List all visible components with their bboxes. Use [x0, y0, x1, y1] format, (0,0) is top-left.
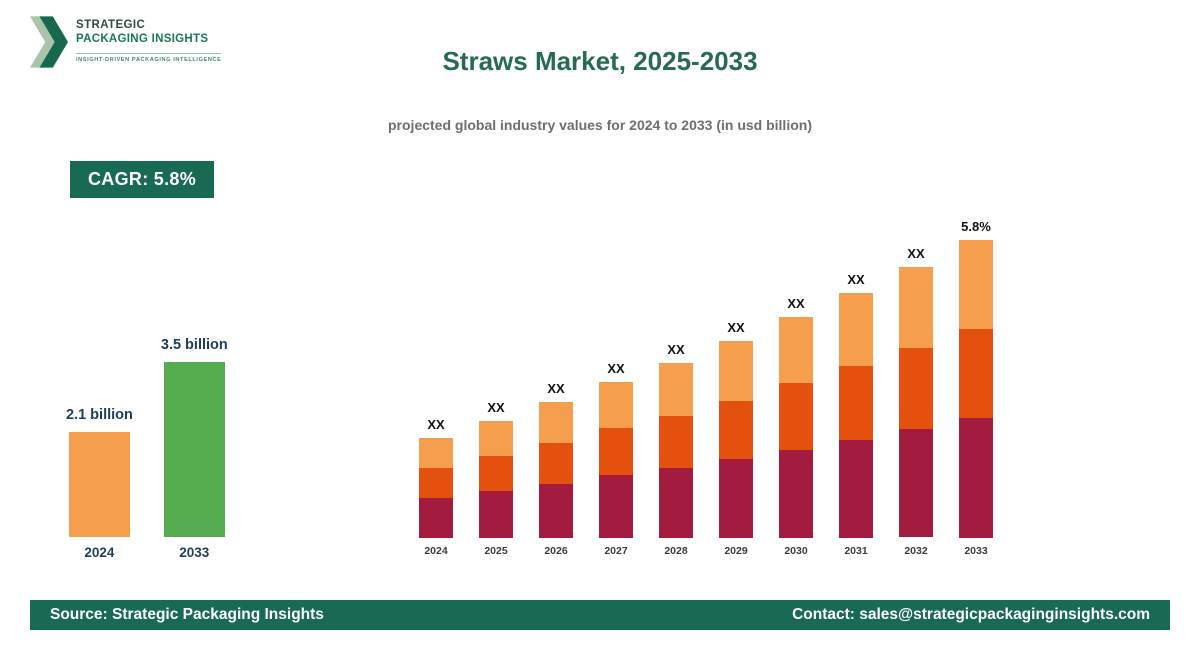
stacked-bar-2032: XX 2032 [899, 246, 933, 557]
segment-top [479, 421, 513, 456]
stacked-bar-rect [539, 402, 573, 538]
segment-middle [539, 443, 573, 484]
stacked-bar-rect [479, 421, 513, 538]
summary-bar-rect [163, 362, 225, 537]
brand-text: STRATEGIC PACKAGING INSIGHTS INSIGHT-DRI… [76, 14, 222, 63]
segment-middle [599, 428, 633, 475]
page-subtitle: projected global industry values for 202… [388, 117, 812, 133]
bar-value-label: XX [547, 381, 565, 396]
segment-bottom [479, 491, 513, 538]
stacked-bar-2029: XX 2029 [719, 320, 753, 557]
bar-value-label: XX [487, 400, 505, 415]
summary-year-label: 2033 [179, 545, 210, 560]
bar-year-label: 2029 [724, 545, 748, 557]
summary-bar-2033: 3.5 billion 2033 [161, 337, 228, 560]
bar-value-label: 5.8% [961, 219, 991, 234]
bar-year-label: 2032 [904, 545, 928, 557]
stacked-bar-rect [719, 341, 753, 538]
segment-bottom [719, 459, 753, 538]
segment-bottom [419, 498, 453, 538]
bar-value-label: XX [607, 361, 625, 376]
bar-value-label: XX [907, 246, 925, 261]
stacked-bar-2031: XX 2031 [839, 272, 873, 557]
segment-middle [779, 383, 813, 450]
stacked-bar-rect [899, 267, 933, 538]
segment-middle [839, 366, 873, 440]
segment-top [899, 267, 933, 348]
summary-value-label: 3.5 billion [160, 337, 228, 353]
summary-bar-2024: 2.1 billion 2024 [66, 407, 133, 560]
segment-top [779, 317, 813, 383]
segment-bottom [899, 429, 933, 537]
stacked-bar-rect [959, 240, 993, 538]
segment-middle [419, 468, 453, 498]
stacked-bar-chart: XX 2024 XX 2025 XX 2026 XX 2027 XX 2028 XX 2029 XX 20… [419, 204, 993, 557]
bar-value-label: XX [847, 272, 865, 287]
bar-year-label: 2024 [424, 545, 448, 557]
summary-value-label: 2.1 billion [66, 407, 133, 423]
brand-name-line2: PACKAGING INSIGHTS [76, 33, 209, 46]
brand-tagline: INSIGHT-DRIVEN PACKAGING INTELLIGENCE [76, 52, 222, 63]
brand-chevron-icon [30, 16, 68, 68]
bar-year-label: 2028 [664, 545, 688, 557]
segment-bottom [539, 484, 573, 538]
summary-bar-rect [68, 432, 130, 537]
stacked-bar-rect [839, 293, 873, 538]
cagr-badge: CAGR: 5.8% [70, 161, 215, 198]
stacked-bar-2027: XX 2027 [599, 361, 633, 557]
bar-value-label: XX [727, 320, 745, 335]
segment-middle [719, 400, 753, 460]
segment-middle [659, 415, 693, 469]
segment-middle [959, 328, 993, 419]
segment-top [719, 341, 753, 401]
segment-bottom [659, 468, 693, 539]
stacked-bar-2028: XX 2028 [659, 342, 693, 557]
stacked-bar-rect [779, 317, 813, 538]
brand-name-line1: STRATEGIC [76, 19, 146, 31]
bar-year-label: 2030 [784, 545, 808, 557]
stacked-bar-rect [659, 363, 693, 539]
bar-year-label: 2026 [544, 545, 568, 557]
segment-bottom [599, 475, 633, 538]
bar-year-label: 2027 [604, 545, 628, 557]
stacked-bar-2024: XX 2024 [419, 417, 453, 557]
footer-contact: Contact: sales@strategicpackaginginsight… [792, 606, 1150, 623]
segment-bottom [779, 450, 813, 538]
segment-middle [899, 348, 933, 429]
stacked-bar-rect [419, 438, 453, 538]
segment-top [539, 402, 573, 443]
stacked-bar-2030: XX 2030 [779, 296, 813, 557]
bar-year-label: 2025 [484, 545, 508, 557]
bar-value-label: XX [427, 417, 445, 432]
segment-bottom [959, 418, 993, 538]
stacked-bar-2025: XX 2025 [479, 400, 513, 557]
bar-value-label: XX [787, 296, 805, 311]
segment-top [659, 363, 693, 416]
segment-top [599, 382, 633, 428]
brand-logo: STRATEGIC PACKAGING INSIGHTS INSIGHT-DRI… [30, 14, 222, 70]
bar-year-label: 2031 [844, 545, 868, 557]
summary-bar-chart: 2.1 billion 2024 3.5 billion 2033 [66, 320, 228, 560]
bar-year-label: 2033 [964, 545, 988, 557]
stacked-bar-2026: XX 2026 [539, 381, 573, 557]
stacked-bar-rect [599, 382, 633, 538]
bar-value-label: XX [667, 342, 685, 357]
summary-year-label: 2024 [84, 545, 115, 560]
segment-bottom [839, 440, 873, 538]
footer-bar: Source: Strategic Packaging Insights Con… [30, 600, 1170, 630]
segment-top [419, 438, 453, 468]
stacked-bar-2033: 5.8% 2033 [959, 219, 993, 557]
footer-source: Source: Strategic Packaging Insights [50, 606, 324, 623]
segment-top [959, 240, 993, 329]
segment-middle [479, 456, 513, 491]
segment-top [839, 293, 873, 366]
page-title: Straws Market, 2025-2033 [442, 46, 758, 76]
